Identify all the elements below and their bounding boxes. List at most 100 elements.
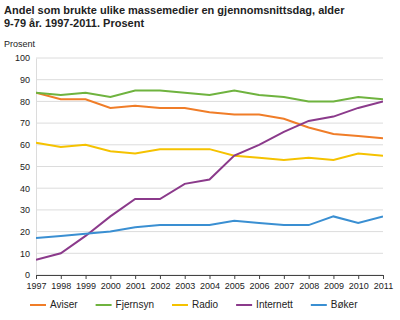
y-axis: 0 10 20 30 40 50 60 70 80 90 100 bbox=[15, 53, 37, 280]
x-tick: 2005 bbox=[225, 275, 245, 291]
x-tick-mark bbox=[185, 275, 186, 279]
y-tick: 20 bbox=[20, 227, 36, 237]
x-tick-label: 2008 bbox=[299, 281, 319, 291]
legend-swatch bbox=[311, 304, 327, 306]
legend: Aviser Fjernsyn Radio Internett Bøker bbox=[30, 299, 358, 310]
x-tick: 2006 bbox=[250, 275, 270, 291]
y-tick: 40 bbox=[20, 184, 36, 194]
series-line bbox=[36, 101, 383, 259]
title-line: 9-79 år. 1997-2011. Prosent bbox=[4, 17, 144, 29]
legend-label: Bøker bbox=[331, 299, 358, 310]
y-tick: 100 bbox=[15, 53, 36, 63]
series-line bbox=[36, 143, 383, 160]
y-axis-line bbox=[36, 59, 37, 276]
x-tick-label: 2002 bbox=[150, 281, 170, 291]
y-tick-label: 70 bbox=[20, 118, 30, 128]
x-tick-mark bbox=[383, 275, 384, 279]
y-tick-label: 40 bbox=[20, 184, 30, 194]
x-tick: 2004 bbox=[200, 275, 220, 291]
y-tick-label: 50 bbox=[20, 162, 30, 172]
x-tick: 2002 bbox=[150, 275, 170, 291]
x-tick-label: 2004 bbox=[200, 281, 220, 291]
x-tick-label: 2005 bbox=[225, 281, 245, 291]
x-tick: 1999 bbox=[76, 275, 96, 291]
y-tick-label: 30 bbox=[20, 205, 30, 215]
legend-item: Fjernsyn bbox=[96, 299, 154, 310]
y-tick-label: 90 bbox=[20, 75, 30, 85]
x-tick-label: 2003 bbox=[175, 281, 195, 291]
legend-item: Internett bbox=[236, 299, 293, 310]
x-tick-mark bbox=[110, 275, 111, 279]
y-axis-title: Prosent bbox=[4, 39, 36, 49]
x-tick-mark bbox=[333, 275, 334, 279]
x-tick-label: 1997 bbox=[26, 281, 46, 291]
y-tick-label: 60 bbox=[20, 140, 30, 150]
x-tick: 2000 bbox=[101, 275, 121, 291]
legend-swatch bbox=[96, 304, 112, 306]
title: Andel som brukte ulike massemedier en gj… bbox=[4, 4, 345, 29]
y-tick: 90 bbox=[20, 75, 36, 85]
legend-item: Aviser bbox=[30, 299, 78, 310]
x-tick: 1997 bbox=[26, 275, 46, 291]
x-tick-mark bbox=[86, 275, 87, 279]
y-tick: 70 bbox=[20, 118, 36, 128]
x-tick-label: 1999 bbox=[76, 281, 96, 291]
y-tick-label: 20 bbox=[20, 227, 30, 237]
x-tick-label: 2006 bbox=[250, 281, 270, 291]
y-tick-label: 100 bbox=[15, 53, 30, 63]
x-tick-label: 2010 bbox=[349, 281, 369, 291]
grid-line bbox=[36, 209, 383, 210]
y-tick: 0 bbox=[25, 270, 36, 280]
y-tick: 30 bbox=[20, 205, 36, 215]
grid-line bbox=[36, 123, 383, 124]
x-tick-mark bbox=[135, 275, 136, 279]
legend-label: Radio bbox=[192, 299, 219, 310]
x-tick-mark bbox=[234, 275, 235, 279]
series-line bbox=[36, 216, 383, 238]
grid-line bbox=[36, 253, 383, 254]
legend-swatch bbox=[172, 304, 188, 306]
grid bbox=[36, 58, 383, 275]
x-tick: 1998 bbox=[51, 275, 71, 291]
y-tick: 80 bbox=[20, 97, 36, 107]
x-tick-label: 2009 bbox=[324, 281, 344, 291]
grid-line bbox=[36, 79, 383, 80]
y-tick: 10 bbox=[20, 249, 36, 259]
legend-label: Aviser bbox=[50, 299, 78, 310]
x-tick-mark bbox=[309, 275, 310, 279]
x-tick-mark bbox=[61, 275, 62, 279]
series-line bbox=[36, 93, 383, 139]
grid-line bbox=[36, 231, 383, 232]
x-tick-mark bbox=[358, 275, 359, 279]
plot: 0 10 20 30 40 50 60 70 80 90 100 1997 1998 1999 2000 20… bbox=[15, 53, 393, 291]
x-tick-label: 2001 bbox=[126, 281, 146, 291]
y-tick: 60 bbox=[20, 140, 36, 150]
lines bbox=[36, 91, 383, 260]
x-tick: 2010 bbox=[349, 275, 369, 291]
y-tick: 50 bbox=[20, 162, 36, 172]
grid-line bbox=[36, 188, 383, 189]
x-tick: 2011 bbox=[374, 275, 393, 291]
x-tick-label: 1998 bbox=[51, 281, 71, 291]
legend-label: Fjernsyn bbox=[116, 299, 154, 310]
legend-label: Internett bbox=[256, 299, 293, 310]
title-line: Andel som brukte ulike massemedier en gj… bbox=[4, 4, 345, 16]
x-tick: 2003 bbox=[175, 275, 195, 291]
x-axis: 1997 1998 1999 2000 2001 2002 2003 2004 2005 2006… bbox=[26, 275, 393, 291]
chart: Andel som brukte ulike massemedier en gj… bbox=[0, 0, 400, 320]
x-tick-label: 2007 bbox=[274, 281, 294, 291]
x-tick: 2001 bbox=[126, 275, 146, 291]
y-tick-label: 10 bbox=[20, 249, 30, 259]
x-tick-mark bbox=[259, 275, 260, 279]
x-tick: 2009 bbox=[324, 275, 344, 291]
series-line bbox=[36, 91, 383, 102]
x-tick-mark bbox=[210, 275, 211, 279]
y-tick-label: 0 bbox=[25, 270, 30, 280]
x-tick: 2007 bbox=[274, 275, 294, 291]
legend-swatch bbox=[30, 304, 46, 306]
chart-container: Andel som brukte ulike massemedier en gj… bbox=[0, 0, 400, 320]
legend-swatch bbox=[236, 304, 252, 306]
x-tick-mark bbox=[284, 275, 285, 279]
x-tick-label: 2011 bbox=[374, 281, 393, 291]
y-tick-label: 80 bbox=[20, 97, 30, 107]
